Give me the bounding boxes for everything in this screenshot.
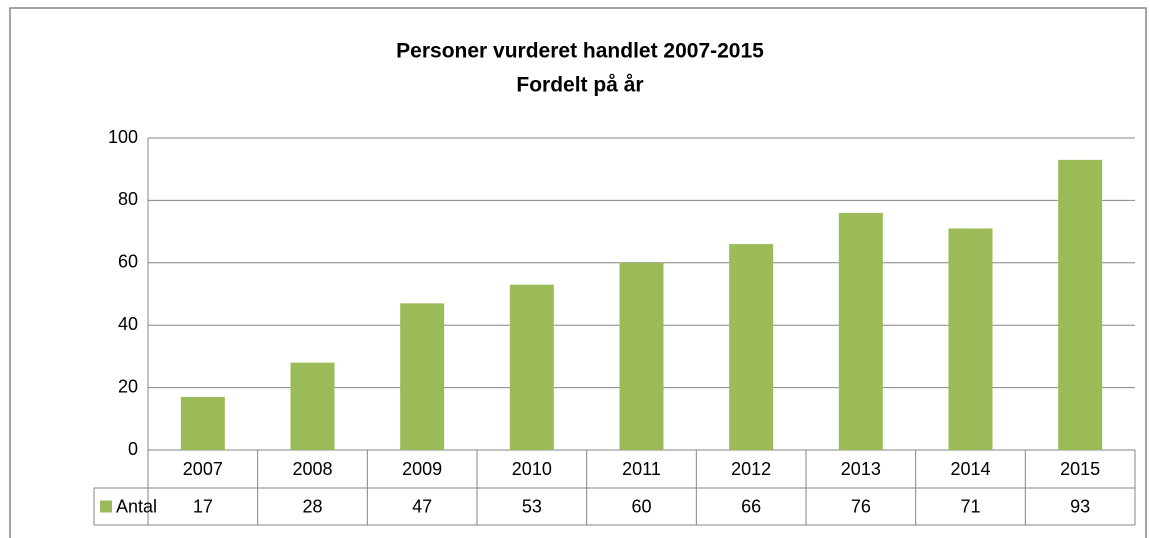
bar xyxy=(729,244,774,450)
bar xyxy=(180,396,225,450)
bar xyxy=(948,228,993,450)
table-value: 28 xyxy=(302,496,322,516)
y-tick-label: 60 xyxy=(118,252,138,272)
table-value: 66 xyxy=(741,496,761,516)
x-tick-label: 2014 xyxy=(950,459,990,479)
y-tick-label: 40 xyxy=(118,314,138,334)
bar xyxy=(400,303,445,450)
table-value: 93 xyxy=(1070,496,1090,516)
x-tick-label: 2011 xyxy=(622,459,661,479)
table-value: 53 xyxy=(522,496,542,516)
bar xyxy=(1058,159,1103,450)
x-tick-label: 2007 xyxy=(183,459,223,479)
table-value: 71 xyxy=(960,496,980,516)
x-tick-label: 2012 xyxy=(731,459,771,479)
table-value: 17 xyxy=(193,496,213,516)
table-value: 76 xyxy=(851,496,871,516)
y-tick-label: 0 xyxy=(128,439,138,459)
chart-title: Personer vurderet handlet 2007-2015 xyxy=(396,40,764,63)
x-tick-label: 2015 xyxy=(1060,459,1100,479)
bar xyxy=(619,262,664,450)
x-tick-label: 2013 xyxy=(841,459,881,479)
table-value: 60 xyxy=(631,496,651,516)
y-tick-label: 100 xyxy=(108,127,138,147)
x-tick-label: 2008 xyxy=(292,459,332,479)
bar xyxy=(838,212,883,450)
chart-subtitle: Fordelt på år xyxy=(516,74,643,97)
legend-swatch xyxy=(100,500,112,513)
y-tick-label: 20 xyxy=(118,376,138,396)
bar xyxy=(509,284,554,450)
y-tick-label: 80 xyxy=(118,189,138,209)
x-tick-label: 2010 xyxy=(512,459,552,479)
legend-label: Antal xyxy=(116,496,157,516)
table-value: 47 xyxy=(412,496,432,516)
bar xyxy=(290,362,335,450)
x-tick-label: 2009 xyxy=(402,459,442,479)
